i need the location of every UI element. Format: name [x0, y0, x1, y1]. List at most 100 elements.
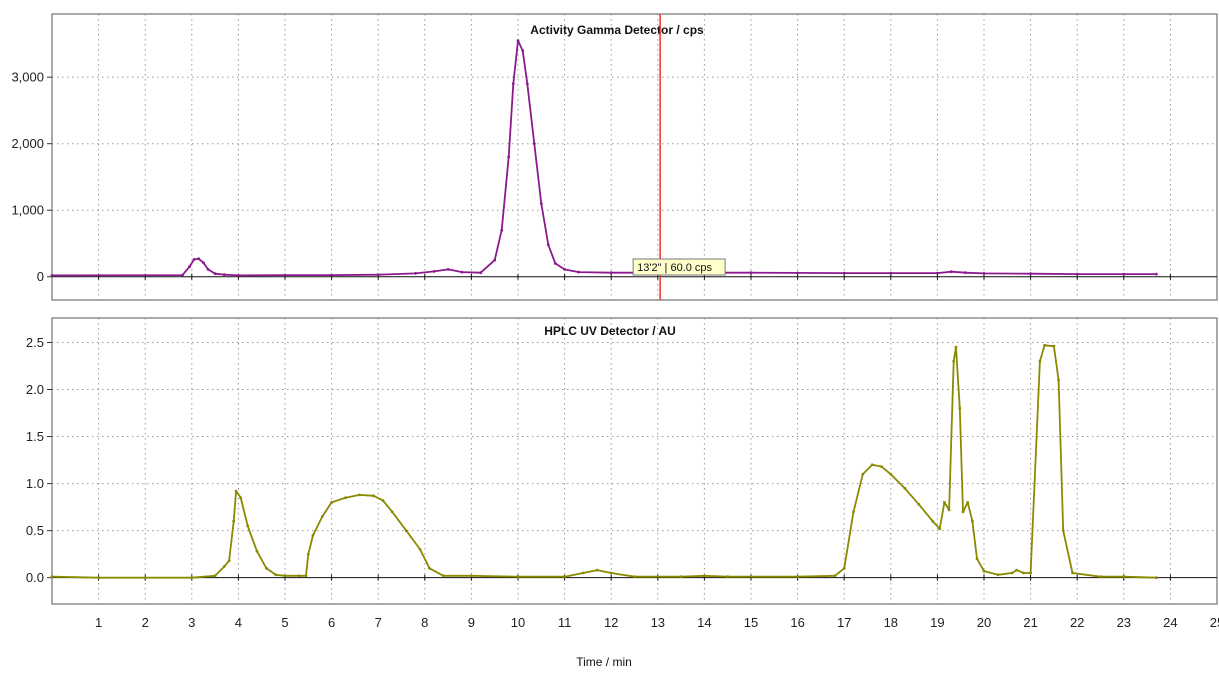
uv-detector-panel: 0.0 0.5 1.0 1.5 2.0 2.5 HPLC UV Detector / AU: [26, 317, 1218, 605]
uv-y-tick-label: 1.5: [26, 429, 44, 444]
x-tick-label: 13: [651, 615, 665, 630]
x-tick-label: 6: [328, 615, 335, 630]
cursor-label-box: [632, 258, 726, 276]
gamma-data-point: [982, 272, 986, 275]
uv-data-point: [516, 575, 520, 579]
x-tick-label: 11: [558, 615, 572, 630]
x-tick-label: 10: [511, 615, 525, 630]
uv-data-point: [833, 574, 837, 578]
gamma-data-point: [964, 271, 967, 275]
x-tick-label: 14: [697, 615, 711, 630]
gamma-data-point: [796, 271, 799, 275]
gamma-y-tick-label: 0: [37, 269, 44, 284]
gamma-data-point: [553, 262, 557, 265]
x-tick-label: 17: [837, 615, 851, 630]
uv-data-point: [223, 565, 226, 568]
uv-data-point: [330, 501, 333, 504]
x-tick-label: 25: [1210, 615, 1219, 630]
uv-data-point: [982, 569, 986, 573]
uv-data-point: [283, 574, 287, 578]
uv-data-point: [889, 472, 893, 476]
gamma-data-point: [936, 271, 939, 275]
uv-data-point: [1029, 571, 1032, 575]
uv-data-point: [442, 574, 445, 578]
uv-data-point: [470, 574, 473, 578]
gamma-data-point: [507, 155, 511, 159]
gamma-data-point: [525, 82, 529, 86]
gamma-data-point: [521, 49, 525, 52]
uv-data-point: [595, 568, 599, 572]
gamma-data-point: [516, 39, 520, 42]
uv-data-point: [880, 465, 883, 468]
uv-data-point: [1099, 575, 1102, 579]
gamma-data-point: [202, 261, 205, 265]
gamma-plot-frame: [51, 13, 1218, 301]
uv-data-point: [703, 574, 706, 578]
gamma-data-point: [609, 271, 613, 275]
uv-data-point: [563, 575, 566, 579]
gamma-data-point: [283, 273, 287, 277]
uv-data-point: [239, 496, 243, 500]
cursor-readout: 13'2" | 60.0 cps: [637, 262, 712, 274]
gamma-series-line: [51, 39, 1157, 277]
gamma-data-point: [223, 273, 226, 277]
gamma-data-point: [237, 274, 240, 277]
gamma-data-point: [532, 142, 536, 146]
gamma-data-point: [950, 270, 953, 274]
uv-data-point: [975, 557, 979, 561]
uv-y-tick-label: 0.0: [26, 570, 44, 585]
x-tick-label: 21: [1023, 615, 1037, 630]
x-tick-label: 23: [1117, 615, 1131, 630]
uv-y-axis: 0.0 0.5 1.0 1.5 2.0 2.5: [26, 335, 52, 585]
uv-y-tick-label: 1.0: [26, 476, 44, 491]
uv-data-point: [50, 575, 54, 579]
x-tick-label: 22: [1070, 615, 1084, 630]
uv-data-point: [1015, 568, 1018, 572]
uv-plot-frame: [51, 317, 1218, 605]
uv-data-point: [726, 575, 730, 579]
gamma-data-point: [1122, 272, 1126, 276]
gamma-data-point: [1029, 272, 1032, 276]
gamma-data-point: [1075, 272, 1079, 276]
x-tick-label: 24: [1163, 615, 1177, 630]
uv-data-point: [842, 566, 846, 570]
uv-data-point: [996, 573, 1000, 577]
gamma-panel-title: Activity Gamma Detector / cps: [530, 23, 704, 37]
uv-data-point: [1052, 344, 1056, 348]
uv-data-point: [1038, 359, 1042, 363]
gamma-data-point: [197, 257, 201, 261]
uv-data-point: [581, 571, 585, 575]
x-tick-label: 12: [604, 615, 618, 630]
gamma-data-point: [446, 268, 450, 271]
gamma-data-point: [539, 202, 543, 206]
uv-data-point: [903, 486, 907, 490]
gamma-data-point: [192, 258, 196, 261]
uv-data-point: [232, 519, 236, 523]
uv-data-point: [358, 493, 361, 497]
gamma-detector-panel: 0 1,000 2,000 3,000 Activity Gamma Detector…: [11, 13, 1218, 301]
cursor-group[interactable]: 13'2" | 60.0 cps: [632, 14, 726, 300]
gamma-data-point: [493, 258, 497, 262]
x-tick-label: 15: [744, 615, 758, 630]
uv-data-point: [861, 472, 865, 476]
gamma-y-tick-label: 3,000: [11, 70, 44, 85]
uv-data-point: [609, 571, 613, 575]
uv-data-point: [320, 515, 324, 518]
x-tick-label: 4: [235, 615, 242, 630]
gamma-data-point: [1155, 272, 1158, 276]
uv-data-point: [190, 576, 194, 580]
uv-data-point: [344, 496, 347, 500]
gamma-data-point: [181, 273, 184, 277]
uv-data-point: [938, 527, 942, 531]
uv-data-point: [917, 502, 921, 506]
gamma-data-point: [188, 265, 191, 269]
x-tick-label: 7: [375, 615, 382, 630]
uv-data-point: [306, 552, 310, 556]
x-tick-label: 3: [188, 615, 195, 630]
gamma-y-axis: 0 1,000 2,000 3,000: [11, 70, 52, 284]
gamma-data-point: [511, 82, 515, 86]
uv-data-point: [870, 463, 874, 467]
gamma-data-point: [563, 268, 566, 271]
uv-data-point: [1071, 571, 1074, 575]
x-tick-label: 16: [790, 615, 804, 630]
